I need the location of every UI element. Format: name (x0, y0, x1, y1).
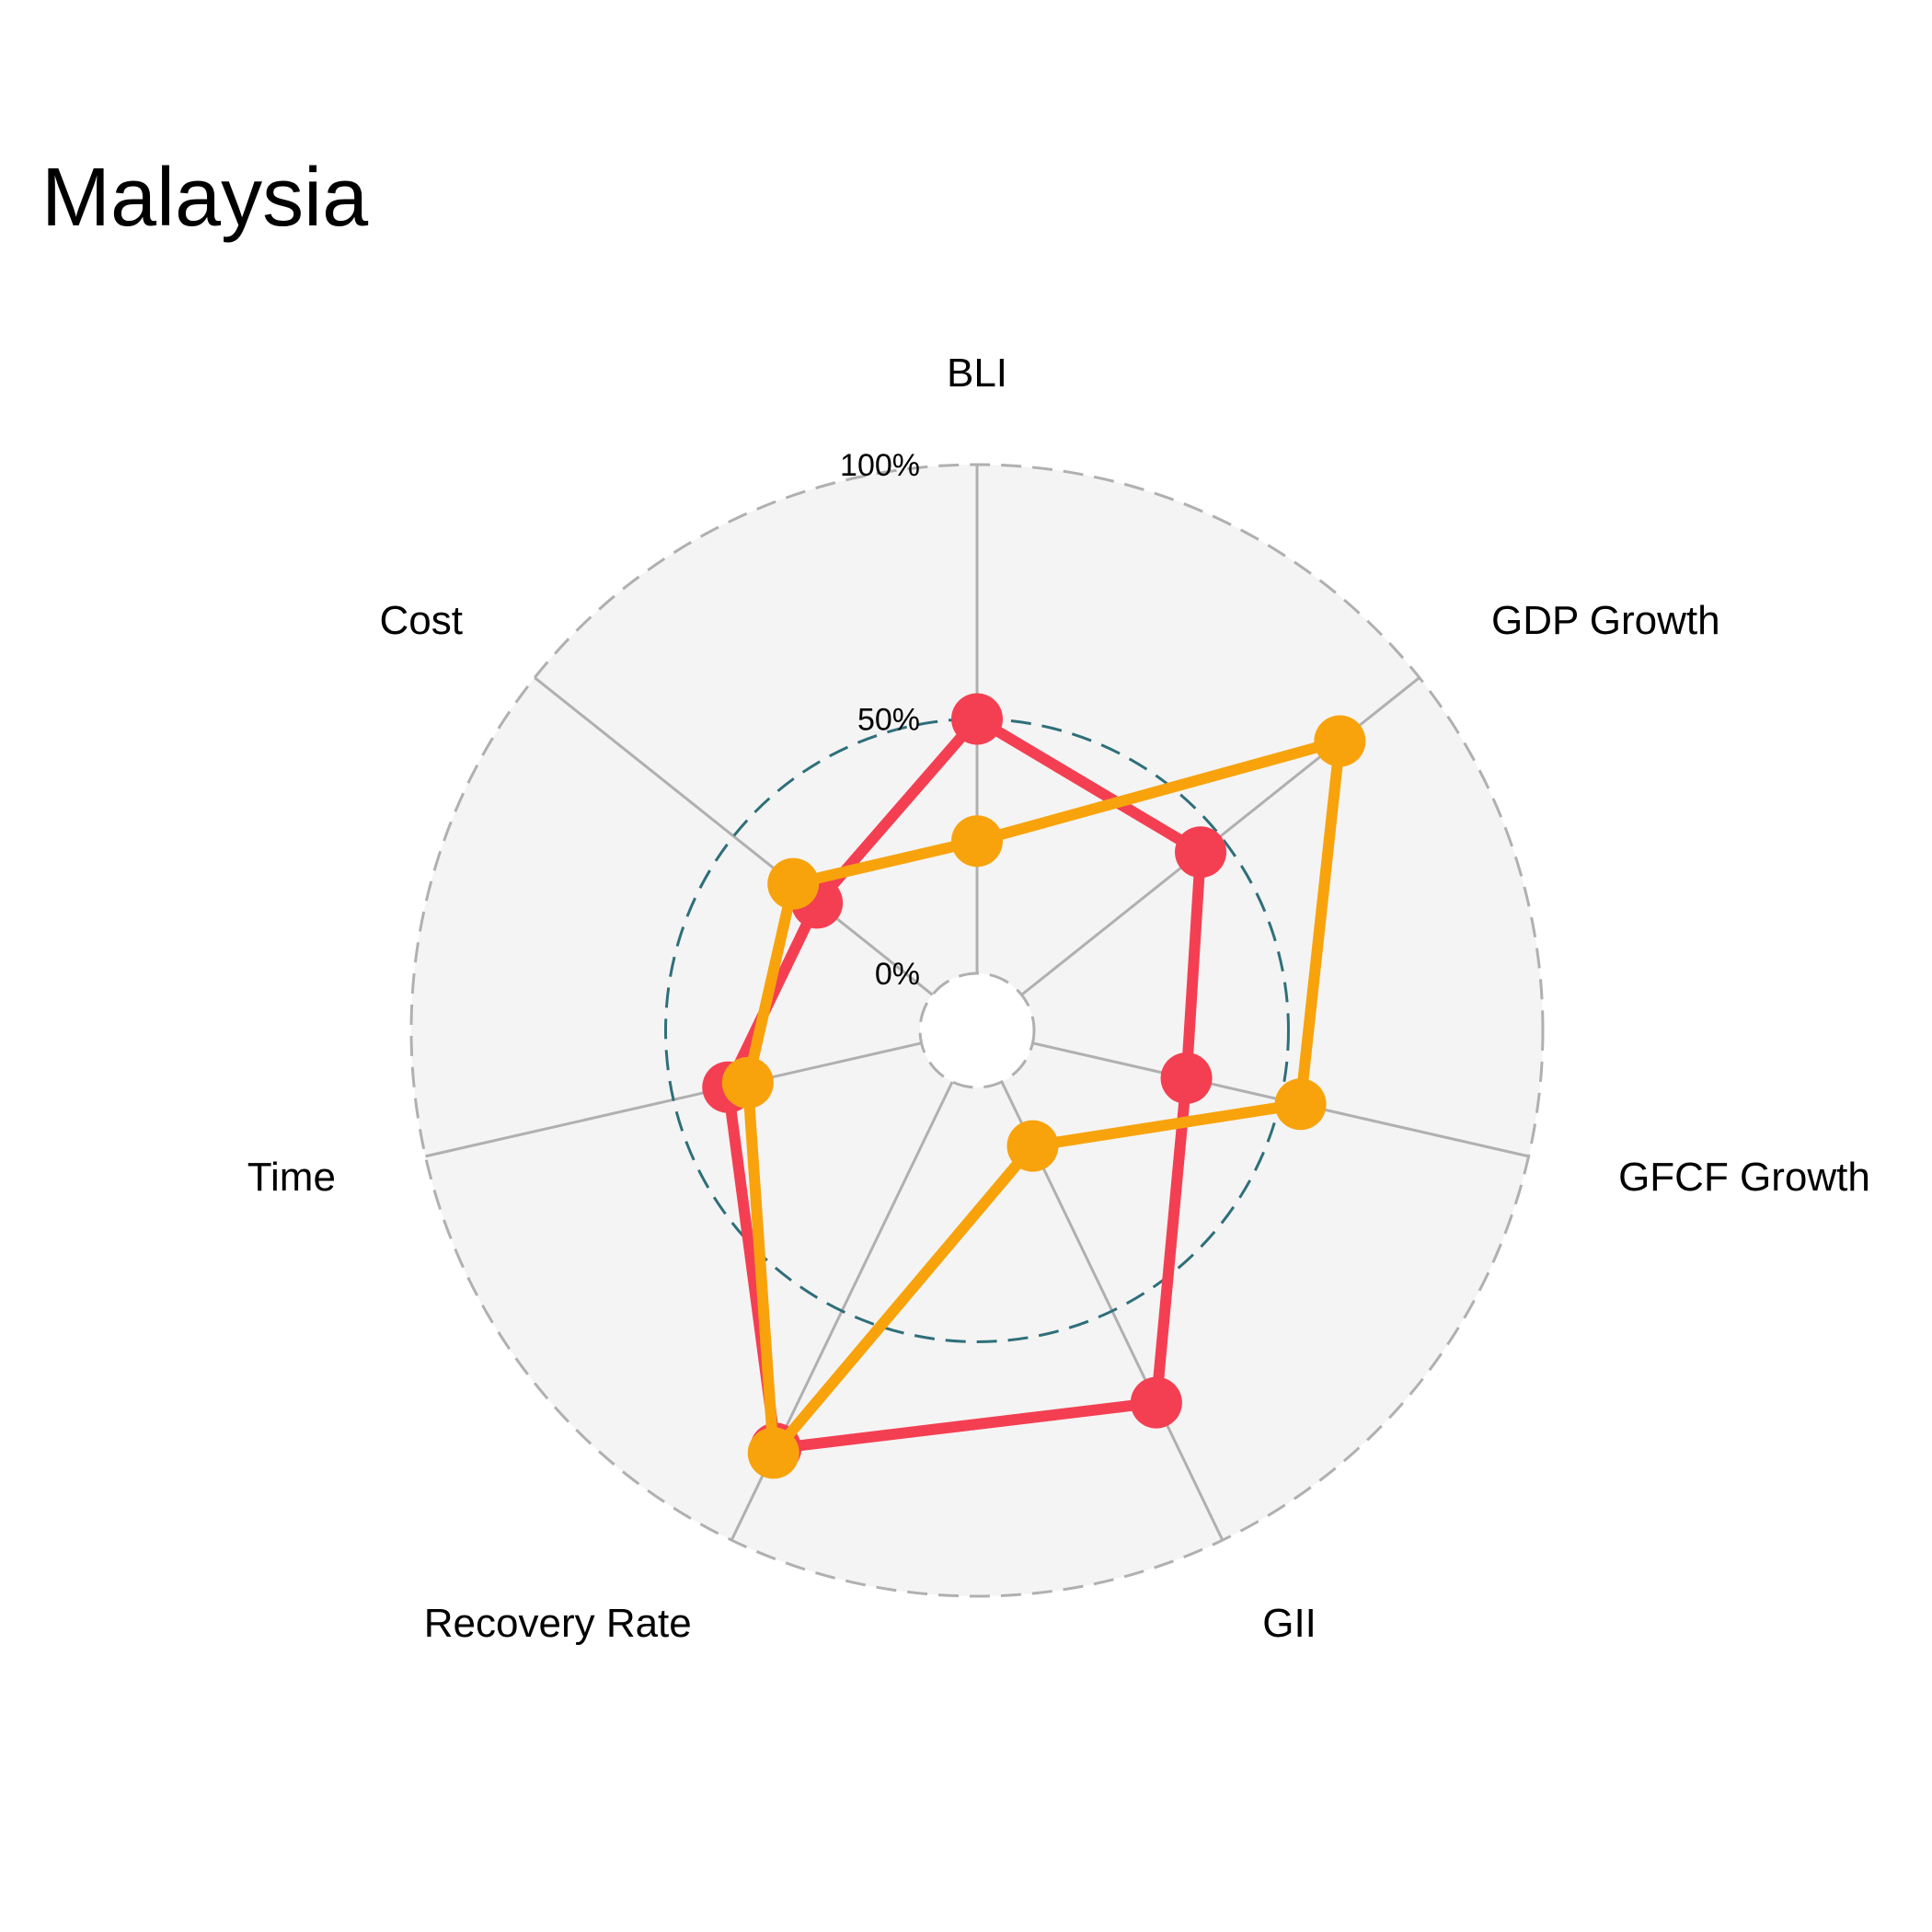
grid-ring-0 (918, 972, 1036, 1089)
axis-label-recovery-rate: Recovery Rate (424, 1601, 692, 1646)
series-1-line (722, 713, 1206, 1455)
series-1-point-bli (951, 693, 1003, 745)
axis-label-gfcf-growth: GFCF Growth (1618, 1155, 1870, 1200)
grid-ring-100 (409, 463, 1545, 1598)
series-2-point-gfcf-growth (1274, 1078, 1327, 1131)
series-2-point-bli (951, 815, 1003, 868)
chart-title: Malaysia (41, 152, 369, 244)
spoke-cost (534, 676, 934, 996)
series-1-point-gdp-growth (1175, 826, 1227, 879)
series-2-point-time (721, 1056, 774, 1109)
series-2-line (742, 735, 1346, 1459)
grid-ring-50 (664, 718, 1290, 1343)
series-2-point-recovery-rate (747, 1427, 799, 1479)
axis-label-bli: BLI (947, 351, 1007, 396)
series-2-point-cost (767, 857, 820, 910)
axis-label-time: Time (247, 1155, 336, 1200)
grid-label-0: 0% (875, 957, 920, 992)
axis-label-gii: GII (1262, 1601, 1317, 1646)
grid-label-100: 100% (840, 448, 920, 483)
axis-label-cost: Cost (380, 598, 463, 643)
series-2-point-gdp-growth (1314, 715, 1366, 767)
series-1-point-gfcf-growth (1160, 1052, 1213, 1104)
series-1-point-gii (1130, 1376, 1182, 1429)
series-2-point-gii (1006, 1120, 1059, 1172)
grid-label-50: 50% (857, 703, 920, 738)
axis-label-gdp-growth: GDP Growth (1491, 598, 1720, 643)
